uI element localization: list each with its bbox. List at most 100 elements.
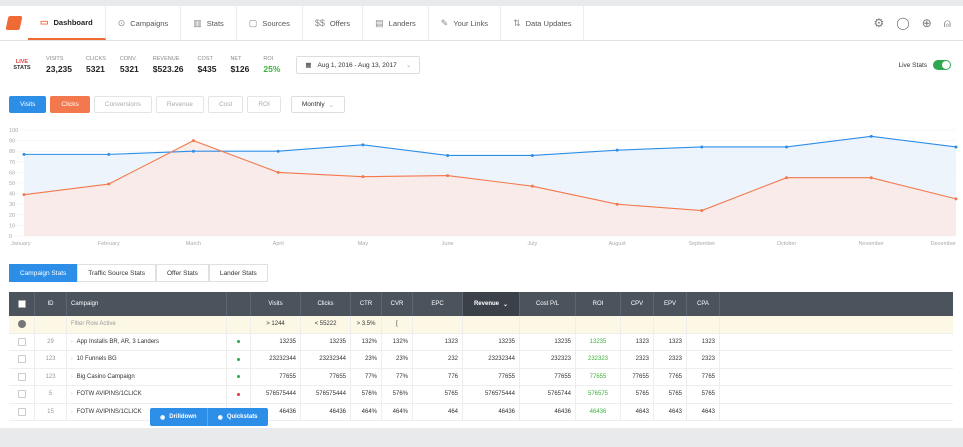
settings-icon[interactable]: ⚙ [873,16,885,30]
column-header-epc[interactable]: EPC [413,292,463,316]
row-cpa: 4643 [687,403,720,420]
row-cvr: 77% [382,368,413,385]
row-campaign[interactable]: › App Installs BR, AR, 3 Landers [67,333,227,350]
row-revenue: 23232344 [463,351,520,368]
table-row[interactable]: 123 › Big Casino Campaign 77655 77655 77% 77% 7… [9,368,953,386]
nav-tab-your-links[interactable]: ✎ Your Links [429,6,502,40]
globe-icon[interactable]: ⊕ [921,16,932,30]
filter-row-label[interactable]: Filter Row Active [67,316,227,333]
column-header-ctr[interactable]: CTR [351,292,382,316]
row-clicks: 576575444 [301,386,351,403]
table-row[interactable]: 15 › FOTW AVIPINS/1CLICK 46436 46436 464% 464%… [9,403,953,421]
row-cpa: 7765 [687,368,720,385]
filter-clicks[interactable]: < 55222 [301,316,351,333]
column-header-cpa[interactable]: CPA [687,292,720,316]
row-epc: 1323 [413,333,463,350]
column-header-cost[interactable]: Cost P/L [520,292,576,316]
x-tick-label: May [358,241,369,247]
row-cost: 77655 [520,368,576,385]
metric-button-cost[interactable]: Cost [207,96,244,113]
metric-button-revenue[interactable]: Revenue [155,96,204,113]
quickstats-button[interactable]: ◉ Quickstats [217,414,258,421]
drilldown-button[interactable]: ◉ Drilldown [150,408,208,426]
campaign-stats-table: ID Campaign Visits Clicks CTR CVR EPC Re… [9,292,953,421]
row-checkbox[interactable] [9,403,35,420]
row-revenue: 46436 [463,403,520,420]
filter-ctr[interactable]: > 3.5% [351,316,382,333]
y-tick-label: 20 [9,213,15,219]
data-point-visits [276,149,280,153]
x-tick-label: February [98,241,120,247]
tab-campaign-stats[interactable]: Campaign Stats [9,264,78,282]
metric-button-clicks[interactable]: Clicks [50,96,90,113]
tab-lander-stats[interactable]: Lander Stats [208,264,268,282]
row-campaign[interactable]: › 10 Funnels BG [67,351,227,368]
nav-tab-sources[interactable]: ▢ Sources [237,6,303,40]
nav-tab-stats[interactable]: ▥ Stats [181,6,237,40]
row-visits: 576575444 [251,386,301,403]
column-header-epv[interactable]: EPV [654,292,687,316]
row-checkbox[interactable] [9,368,35,385]
drilldown-icon: ◉ [160,414,166,421]
data-point-visits [869,134,873,138]
row-checkbox[interactable] [9,386,35,403]
metric-button-visits[interactable]: Visits [9,96,47,113]
column-header-roi[interactable]: ROI [576,292,621,316]
user-icon[interactable]: ⍝ [943,15,951,30]
data-point-clicks [22,193,26,197]
data-point-clicks [191,139,195,143]
row-visits: 46436 [251,403,301,420]
app-window: ▭ Dashboard ⊙ Campaigns ▥ Stats ▢ Sources $$ Offe… [0,6,963,442]
period-select[interactable]: Monthly ⌄ [290,96,346,113]
filter-cvr[interactable]: [ [382,316,413,333]
filter-row: Filter Row Active > 1244 < 55222 > 3.5% … [9,316,953,334]
row-status [227,351,251,368]
nav-tab-offers[interactable]: $$ Offers [303,6,364,40]
row-epc: 5765 [413,386,463,403]
row-ctr: 132% [351,333,382,350]
row-checkbox[interactable] [9,351,35,368]
column-header-cpv[interactable]: CPV [621,292,654,316]
column-header-campaign[interactable]: Campaign [67,292,227,316]
brand-logo[interactable] [0,6,28,40]
nav-tab-campaigns[interactable]: ⊙ Campaigns [106,6,182,40]
tab-traffic-source-stats[interactable]: Traffic Source Stats [77,264,156,282]
calendar-icon: ▦ [305,62,312,69]
live-stats-toggle[interactable] [933,60,951,70]
x-tick-label: September [688,241,715,247]
top-nav: ▭ Dashboard ⊙ Campaigns ▥ Stats ▢ Sources $$ Offe… [0,6,963,41]
column-header-visits[interactable]: Visits [251,292,301,316]
metric-button-conversions[interactable]: Conversions [93,96,152,113]
row-cpv: 1323 [621,333,654,350]
metric-button-roi[interactable]: ROI [247,96,281,113]
filter-info-icon[interactable] [9,316,35,333]
column-header-clicks[interactable]: Clicks [301,292,351,316]
row-checkbox[interactable] [9,333,35,350]
y-tick-label: 60 [9,170,15,176]
column-header-revenue[interactable]: Revenue ⌄ [463,292,520,316]
tab-offer-stats[interactable]: Offer Stats [155,264,209,282]
column-header-cvr[interactable]: CVR [382,292,413,316]
column-header-id[interactable]: ID [35,292,67,316]
row-campaign[interactable]: › Big Casino Campaign [67,368,227,385]
nav-tab-dashboard[interactable]: ▭ Dashboard [28,6,106,40]
stat-visits: Visits 23,235 [46,56,72,74]
date-range-picker[interactable]: ▦ Aug 1, 2016 - Aug 13, 2017 ⌄ [296,56,421,74]
table-row[interactable]: 29 › App Installs BR, AR, 3 Landers 13235 13… [9,333,953,351]
row-campaign[interactable]: › FOTW AVIPINS/1CLICK [67,386,227,403]
nav-tab-data-updates[interactable]: ⇅ Data Updates [501,6,585,40]
filter-visits[interactable]: > 1244 [251,316,301,333]
table-row[interactable]: 5 › FOTW AVIPINS/1CLICK 576575444 576575444 5… [9,386,953,404]
chat-icon[interactable]: ◯ [896,16,910,30]
y-tick-label: 80 [9,149,15,155]
row-cost: 232323 [520,351,576,368]
row-revenue: 13235 [463,333,520,350]
offers-icon: $$ [314,18,325,28]
live-stats-switch[interactable]: Live Stats [898,60,951,70]
select-all-checkbox[interactable] [9,292,35,316]
data-point-visits [361,143,365,147]
row-clicks: 77655 [301,368,351,385]
nav-tab-landers[interactable]: ▤ Landers [363,6,429,40]
table-row[interactable]: 123 › 10 Funnels BG 23232344 23232344 23% 23% 2… [9,351,953,369]
x-tick-label: July [527,241,537,247]
